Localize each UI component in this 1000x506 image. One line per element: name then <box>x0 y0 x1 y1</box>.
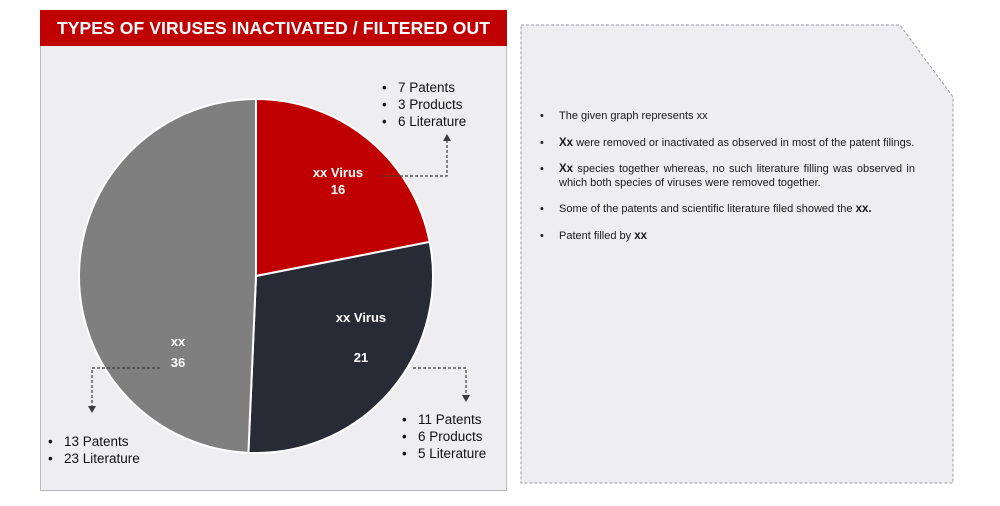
description-item: Patent filled by xx <box>540 230 915 244</box>
arrowhead-icon <box>443 134 451 141</box>
slice-note-item: 11 Patents <box>400 412 486 429</box>
pie-slice-1 <box>247 240 434 454</box>
slice-label-0: xx Virus <box>313 165 363 180</box>
description-item: Some of the patents and scientific liter… <box>540 203 915 217</box>
slice-note-item: 5 Literature <box>400 446 486 463</box>
description-item: Xx species together whereas, no such lit… <box>540 163 915 190</box>
description-item: The given graph represents xx <box>540 110 915 124</box>
slice-note-item: 3 Products <box>380 97 466 114</box>
slice-label-1: xx Virus <box>336 310 386 325</box>
slice-note-item: 23 Literature <box>46 451 140 468</box>
slice-note-item: 6 Products <box>400 429 486 446</box>
slice-note-item: 6 Literature <box>380 114 466 131</box>
slice-notes-gray: 13 Patents23 Literature <box>46 434 140 468</box>
arrowhead-icon <box>88 406 96 413</box>
slice-notes-dark: 11 Patents6 Products5 Literature <box>400 412 486 462</box>
pie-slice-2 <box>78 97 257 454</box>
leader-line-0 <box>380 140 448 177</box>
chart-title: TYPES OF VIRUSES INACTIVATED / FILTERED … <box>40 10 507 46</box>
slice-label-2: xx <box>171 334 186 349</box>
slice-value-1: 21 <box>354 350 368 365</box>
pie-slice-0 <box>255 97 431 278</box>
slice-notes-red: 7 Patents3 Products6 Literature <box>380 80 466 130</box>
leader-line-1 <box>413 367 467 396</box>
slice-value-0: 16 <box>331 182 345 197</box>
slice-note-item: 13 Patents <box>46 434 140 451</box>
slice-value-2: 36 <box>171 355 185 370</box>
leader-line-2 <box>91 367 160 407</box>
description-item: Xx were removed or inactivated as observ… <box>540 137 915 151</box>
description-list: The given graph represents xx Xx were rem… <box>540 110 915 256</box>
arrowhead-icon <box>462 395 470 402</box>
slice-note-item: 7 Patents <box>380 80 466 97</box>
